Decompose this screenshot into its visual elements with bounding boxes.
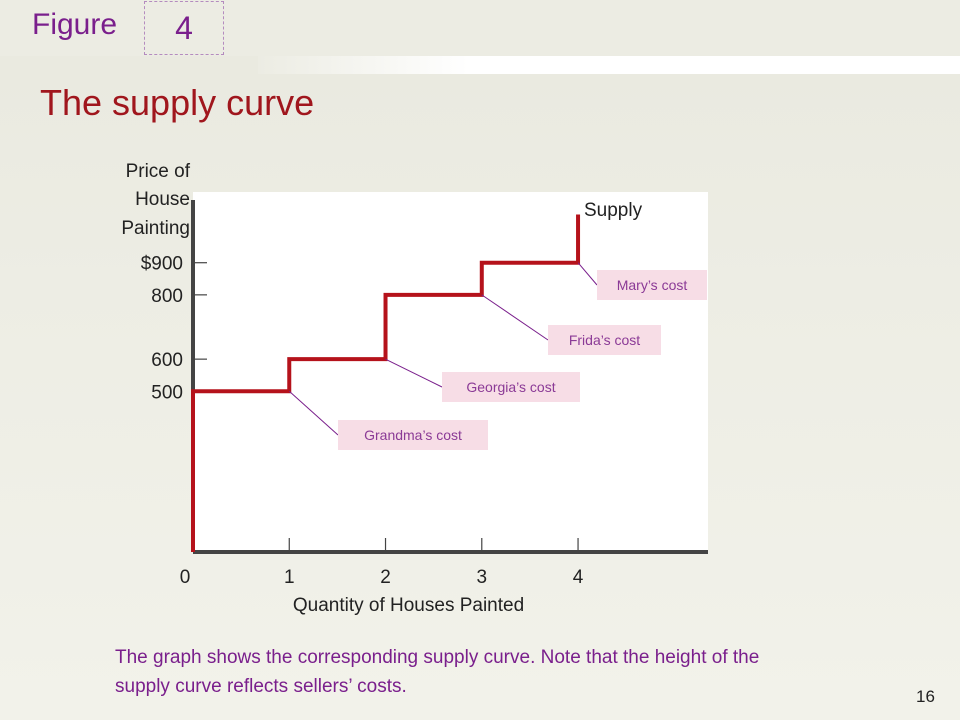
- callout-box: [442, 372, 580, 402]
- callout-label: Grandma’s cost: [364, 427, 462, 443]
- callout-leader: [481, 294, 549, 341]
- y-axis-title-line: Price of: [126, 161, 191, 182]
- callout-box: [597, 270, 707, 300]
- x-axis-title: Quantity of Houses Painted: [293, 595, 524, 616]
- y-tick-label: $900: [141, 254, 183, 275]
- x-tick-label: 2: [380, 567, 391, 588]
- page-number: 16: [916, 687, 935, 706]
- y-tick-label: 800: [151, 286, 183, 307]
- figure-label: Figure: [32, 8, 118, 41]
- callout-leader: [385, 358, 443, 388]
- x-tick-label: 0: [180, 567, 191, 588]
- y-axis-title-line: House: [135, 189, 190, 210]
- slide-caption: The graph shows the corresponding supply…: [115, 647, 760, 697]
- y-tick-label: 500: [151, 382, 183, 403]
- header-accent-band: [258, 56, 960, 74]
- header-band: [0, 0, 960, 56]
- x-tick-label: 3: [476, 567, 487, 588]
- supply-label: Supply: [584, 200, 643, 221]
- callout-leader: [577, 262, 598, 286]
- callout-label: Mary’s cost: [617, 277, 688, 293]
- slide-title: The supply curve: [40, 82, 315, 123]
- callout-label: Georgia’s cost: [466, 379, 555, 395]
- figure-number: 4: [144, 1, 224, 55]
- supply-curve-line: [191, 214, 581, 552]
- callout-leader: [288, 390, 339, 436]
- callout-box: [338, 420, 488, 450]
- callout-label: Frida’s cost: [569, 332, 640, 348]
- x-tick-label: 1: [284, 567, 295, 588]
- x-tick-label: 4: [573, 567, 584, 588]
- y-axis-title-line: Painting: [121, 218, 190, 239]
- callout-box: [548, 325, 661, 355]
- y-tick-label: 600: [151, 350, 183, 371]
